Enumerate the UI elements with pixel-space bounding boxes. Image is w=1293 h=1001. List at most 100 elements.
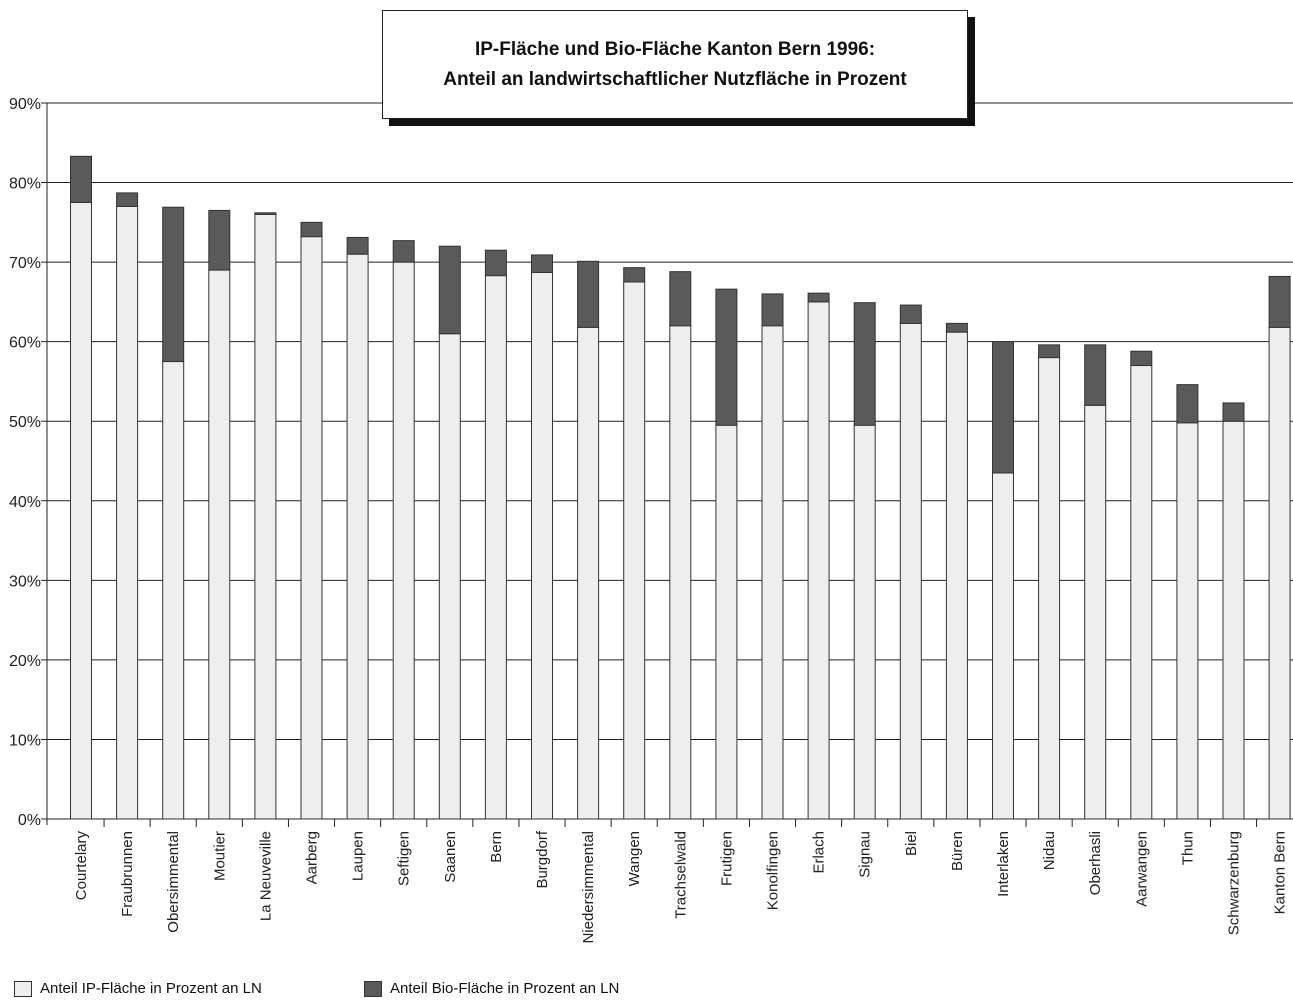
x-tick-label: Biel [903,831,920,856]
legend-swatch-ip [14,980,32,997]
bar-bio [1268,275,1291,328]
x-tick-label: Kanton Bern [1272,831,1289,914]
bar-bio [577,260,600,328]
bar-ip [392,261,415,820]
x-tick-label: Oberhasli [1087,831,1104,895]
bar-bio [715,288,738,426]
bar-bio [1130,350,1153,367]
bar-bio [1038,344,1061,359]
y-tick-label: 10% [9,732,41,749]
bar-ip [254,213,277,820]
bar-ip [715,424,738,820]
y-tick-label: 60% [9,335,41,352]
y-tick-label: 80% [9,176,41,193]
x-tick-label: Obersimmental [165,831,182,933]
bar-bio [300,221,323,238]
bar-bio [1084,344,1107,406]
x-tick-label: Erlach [811,831,828,874]
bar-ip [577,326,600,820]
x-tick-label: Frutigen [718,831,735,886]
x-tick-label: Interlaken [995,831,1012,897]
x-tick-label: Trachselwald [672,831,689,919]
x-tick-label: Niedersimmental [580,831,597,944]
x-tick-label: Seftigen [396,831,413,886]
bar-bio [623,267,646,283]
chart-title: IP-Fläche und Bio-Fläche Kanton Bern 199… [474,38,876,60]
bar-ip [669,325,692,820]
x-tick-label: Signau [857,831,874,878]
bar-ip [1038,357,1061,820]
bar-ip [70,201,92,820]
bar-ip [208,269,231,820]
bar-ip [162,361,185,820]
x-tick-label: Nidau [1041,831,1058,870]
bar-bio [208,209,231,271]
bar-bio [70,155,92,203]
bar-ip [807,301,830,820]
x-tick-label: Saanen [442,831,459,883]
bar-ip [438,333,461,820]
x-tick-label: Aarberg [304,831,321,884]
bar-ip [484,275,507,820]
chart-title-box: IP-Fläche und Bio-Fläche Kanton Bern 199… [382,10,968,119]
x-tick-label: Moutier [211,831,228,881]
x-tick-label: Thun [1179,831,1196,865]
bar-bio [438,245,461,335]
x-tick-label: Burgdorf [534,830,551,888]
bar-ip [853,424,876,820]
x-tick-label: Konolfingen [765,831,782,910]
y-tick-label: 40% [9,494,41,511]
bar-bio [346,236,369,255]
x-tick-label: Bern [488,831,505,863]
bar-ip [899,322,922,820]
y-tick-label: 0% [18,812,41,829]
bar-bio [484,249,507,277]
x-tick-label: Schwarzenburg [1226,831,1243,935]
x-tick-label: Laupen [350,831,367,881]
bar-ip [531,271,553,820]
bar-bio [162,206,185,363]
y-tick-label: 70% [9,255,41,272]
x-tick-label: Büren [949,831,966,871]
bar-bio [992,341,1014,474]
x-tick-label: Aarwangen [1133,831,1150,907]
bar-bio [531,254,553,273]
legend-swatch-bio [364,980,382,997]
bar-ip [1222,420,1245,820]
bar-bio [116,192,139,207]
bar-ip [945,331,968,820]
x-tick-label: Wangen [626,831,643,886]
legend-label-ip: Anteil IP-Fläche in Prozent an LN [40,980,262,997]
bar-bio [392,240,415,263]
x-tick-label: Fraubrunnen [119,831,136,917]
bar-ip [623,281,646,820]
bar-bio [1222,402,1245,422]
bar-bio [254,212,277,215]
bar-bio [1176,384,1199,424]
y-tick-label: 90% [9,96,41,113]
bar-bio [669,271,692,327]
x-tick-label: Courtelary [73,831,90,901]
bar-bio [945,322,968,333]
bar-ip [300,236,323,820]
chart-subtitle: Anteil an landwirtschaftlicher Nutzfläch… [443,68,907,90]
bar-ip [1176,422,1199,820]
y-tick-label: 20% [9,653,41,670]
bar-bio [853,302,876,426]
bar-bio [761,293,784,327]
y-tick-label: 50% [9,414,41,431]
bar-bio [807,292,830,303]
bar-bio [899,304,922,324]
legend-item-bio: Anteil Bio-Fläche in Prozent an LN [364,980,619,997]
legend-label-bio: Anteil Bio-Fläche in Prozent an LN [390,980,620,997]
legend-item-ip: Anteil IP-Fläche in Prozent an LN [14,980,262,997]
bar-ip [1130,365,1153,820]
bar-ip [346,253,369,820]
x-tick-label: La Neuveville [257,831,274,921]
bar-ip [1268,326,1291,820]
bar-ip [1084,404,1107,820]
y-tick-label: 30% [9,573,41,590]
bar-ip [992,472,1014,820]
bar-ip [116,205,139,820]
